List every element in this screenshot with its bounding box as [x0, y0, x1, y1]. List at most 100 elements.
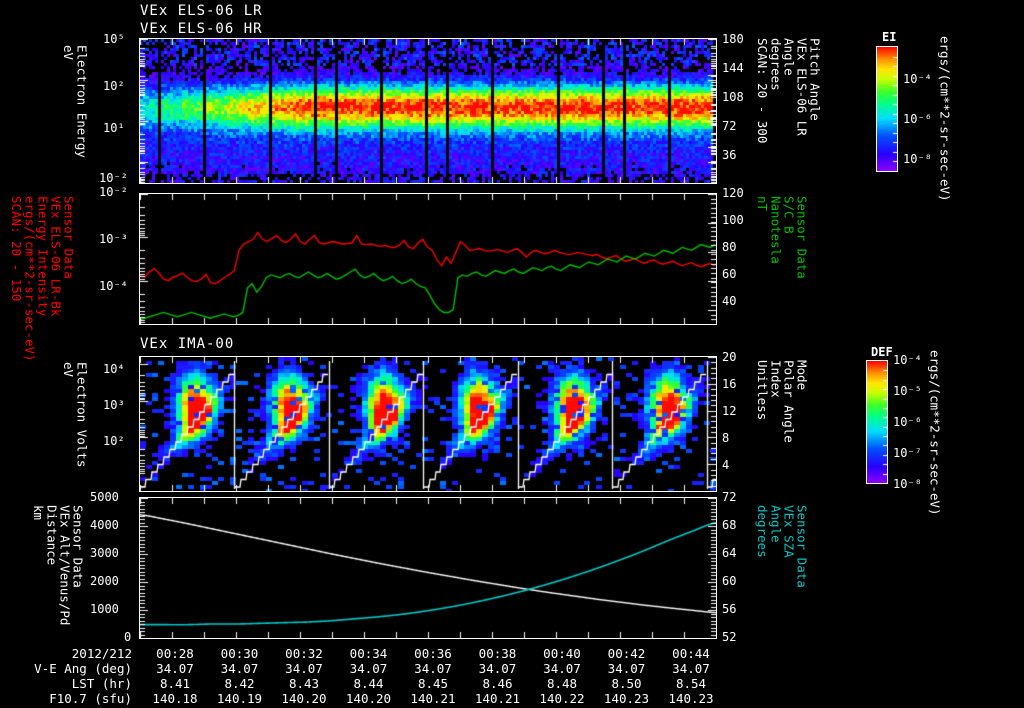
panel4-y2tick-0: 72: [722, 490, 737, 504]
panel1-ytick-1: 10²: [103, 79, 125, 93]
panel3-colorbar-units: ergs/(cm**2-sr-sec-eV): [927, 350, 943, 516]
panel4-ytick-3: 2000: [90, 574, 119, 588]
panel3-title: VEx IMA-00: [140, 336, 235, 352]
panel1-colorbar-units: ergs/(cm**2-sr-sec-eV): [937, 36, 953, 202]
footer-time: 00:36: [414, 646, 452, 661]
panel2-y2tick-0: 120: [722, 186, 744, 200]
footer-ve-ang: 34.07: [672, 661, 710, 676]
panel4-ytick-2: 3000: [90, 546, 119, 560]
footer-lst: 8.41: [159, 676, 191, 691]
ion-energy-spectrogram-canvas: [140, 357, 716, 491]
panel3-ytick-1: 10³: [103, 398, 125, 412]
footer-f107: 140.20: [345, 691, 392, 706]
panel2-ytick-1: 10⁻³: [99, 232, 128, 246]
footer-label-date: 2012/212: [71, 646, 132, 661]
panel4-y2tick-5: 52: [722, 630, 737, 644]
footer-time: 00:44: [672, 646, 710, 661]
panel4-y2tick-3: 60: [722, 574, 737, 588]
panel4-ytick-4: 1000: [90, 602, 119, 616]
energy-intensity-magnetic-field-canvas: [140, 194, 716, 324]
panel3-y2tick-3: 8: [722, 431, 730, 445]
panel1-y2tick-2: 108: [722, 90, 744, 104]
panel4-y2tick-4: 56: [722, 602, 737, 616]
footer-ve-ang: 34.07: [220, 661, 259, 676]
footer-time: 00:42: [607, 646, 646, 661]
footer-lst: 8.54: [675, 676, 707, 691]
panel2-ytick-2: 10⁻⁴: [99, 279, 128, 293]
panel4-left-axis-label: Sensor Data VEx Alt/Venus/Pd Distance km: [31, 505, 86, 626]
footer-label-lst: LST (hr): [71, 676, 132, 691]
panel3-y2tick-1: 16: [722, 377, 737, 391]
panel2-y2tick-4: 40: [722, 294, 737, 308]
footer-f107: 140.21: [474, 691, 521, 706]
panel3-colorbar-name: DEF: [871, 345, 893, 359]
panel3-ytick-0: 10⁴: [103, 362, 125, 376]
colorbar-gradient-def: [867, 361, 887, 483]
panel3-colorbar: [866, 360, 888, 484]
panel1-left-axis-label: Electron Energy eV: [61, 45, 90, 158]
panel1-plot-area: [139, 38, 717, 184]
footer-f107: 140.20: [281, 691, 327, 706]
footer-ve-ang: 34.07: [156, 661, 194, 676]
panel2-y2tick-1: 100: [722, 213, 744, 227]
footer-f107: 140.18: [152, 691, 198, 706]
footer-lst: 8.43: [288, 676, 320, 691]
footer-ve-ang: 34.07: [349, 661, 388, 676]
footer-lst: 8.46: [482, 676, 513, 691]
panel3-plot-area: [139, 356, 717, 492]
panel1-colorbar: [876, 46, 898, 172]
footer-lst: 8.48: [546, 676, 578, 691]
colorbar-gradient-ei: [877, 47, 897, 171]
panel2-left-axis-label: Sensor Data VEx ELS-06 LR-Bk Energy Inte…: [9, 196, 77, 362]
panel1-cbtick-0: 10⁻⁴: [903, 72, 932, 86]
panel1-cbtick-1: 10⁻⁶: [903, 112, 932, 126]
footer-time: 00:40: [543, 646, 581, 661]
footer-lst: 8.50: [611, 676, 642, 691]
panel3-cbtick-3: 10⁻⁷: [893, 446, 922, 460]
footer-time: 00:34: [349, 646, 388, 661]
footer-lst: 8.44: [353, 676, 384, 691]
altitude-sza-canvas: [140, 498, 716, 638]
footer-time: 00:30: [220, 646, 259, 661]
panel4-right-axis-label: Sensor Data VEx SZA Angle degrees: [755, 505, 810, 588]
panel3-y2tick-0: 20: [722, 350, 737, 364]
footer-ve-ang: 34.07: [607, 661, 646, 676]
footer-time: 00:28: [156, 646, 194, 661]
footer-ve-ang: 34.07: [414, 661, 452, 676]
panel1-ytick-0: 10⁵: [103, 32, 125, 46]
footer-f107: 140.23: [603, 691, 650, 706]
panel1-ytick-3: 10⁻²: [99, 171, 128, 185]
footer-ve-ang: 34.07: [543, 661, 581, 676]
panel1-y2tick-1: 144: [722, 61, 744, 75]
panel2-plot-area: [139, 193, 717, 325]
panel4-y2tick-1: 68: [722, 518, 737, 532]
panel2-y2tick-3: 60: [722, 267, 737, 281]
footer-label-ve-ang: V-E Ang (deg): [34, 661, 132, 676]
panel4-ytick-5: 0: [124, 630, 132, 644]
panel3-ytick-2: 10²: [103, 434, 125, 448]
footer-f107: 140.22: [539, 691, 585, 706]
panel3-right-axis-label: Mode Polar Angle Index Unitless: [755, 360, 810, 443]
panel2-right-axis-label: Sensor Data S/C B Nanotesla nT: [755, 196, 810, 279]
footer-ve-ang: 34.07: [285, 661, 323, 676]
footer-time: 00:38: [478, 646, 517, 661]
panel1-y2tick-4: 36: [722, 148, 737, 162]
panel1-y2tick-3: 72: [722, 119, 737, 133]
panel1-cbtick-2: 10⁻⁸: [903, 152, 932, 166]
panel1-right-axis-label: Pitch Angle VEx ELS-06 LR Angle degrees …: [755, 38, 823, 144]
panel1-title-lr: VEx ELS-06 LR: [140, 3, 263, 19]
panel3-y2tick-2: 12: [722, 404, 737, 418]
footer-lst: 8.42: [224, 676, 255, 691]
panel2-ytick-0: 10⁻²: [99, 185, 128, 199]
footer-f107: 140.23: [668, 691, 714, 706]
panel2-y2tick-2: 80: [722, 240, 737, 254]
panel4-plot-area: [139, 497, 717, 639]
footer-ve-ang: 34.07: [478, 661, 517, 676]
panel3-cbtick-0: 10⁻⁴: [893, 353, 922, 367]
panel1-colorbar-name: EI: [882, 30, 897, 44]
footer-lst: 8.45: [417, 676, 449, 691]
footer-f107: 140.19: [216, 691, 263, 706]
footer-time: 00:32: [285, 646, 323, 661]
panel4-ytick-1: 4000: [90, 518, 119, 532]
footer-label-f107: F10.7 (sfu): [49, 691, 132, 706]
